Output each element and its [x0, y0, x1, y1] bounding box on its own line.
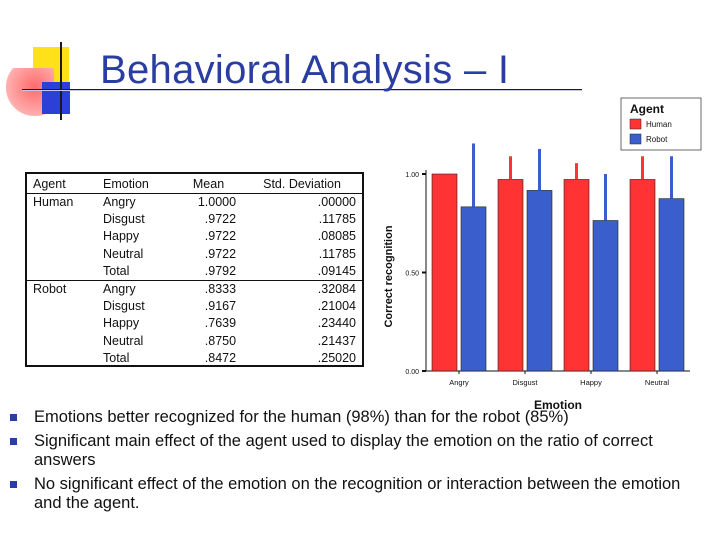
row-emotion: Angry: [97, 279, 175, 299]
row-emotion: Angry: [103, 195, 136, 210]
table-header-row: Agent Emotion Mean Std. Deviation: [27, 174, 362, 194]
bar-robot-neutral: [658, 198, 685, 372]
bar-robot-disgust: [526, 190, 553, 372]
decor-vertical-line: [60, 42, 62, 120]
row-sd: .21004: [317, 299, 356, 314]
recognition-bar-chart: 0.00 0.50 1.00 Angry Disgust Happy Neutral Emot…: [368, 96, 708, 414]
bullet-text: Significant main effect of the agent use…: [34, 432, 653, 469]
bar-human-happy: [563, 179, 590, 372]
table-row: Robot Angry .8333 .32084: [27, 279, 362, 299]
header-agent: Agent: [27, 174, 97, 194]
bullet-icon: [10, 414, 17, 421]
bullet-item: Emotions better recognized for the human…: [10, 408, 710, 427]
row-emotion: Disgust: [103, 212, 145, 227]
table-row: Disgust .9722 .11785: [27, 211, 362, 228]
header-mean: Mean: [175, 174, 243, 194]
y-tick-label: 0.50: [405, 271, 419, 278]
x-axis-label: Emotion: [534, 398, 582, 412]
table-row: Disgust .9167 .21004: [27, 298, 362, 315]
bullet-text: Emotions better recognized for the human…: [34, 408, 569, 426]
row-mean: .8472: [204, 350, 237, 365]
bar-robot-happy: [592, 220, 619, 372]
row-sd: .23440: [317, 316, 356, 331]
header-emotion: Emotion: [97, 174, 175, 194]
row-sd: .25020: [317, 350, 356, 365]
legend-label-robot: Robot: [646, 135, 668, 144]
row-emotion: Total: [103, 350, 130, 365]
row-mean: .8750: [204, 333, 237, 348]
bullet-icon: [10, 481, 17, 488]
row-sd: .11785: [318, 246, 356, 261]
table-row: Neutral .8750 .21437: [27, 333, 362, 350]
bar-human-angry: [431, 173, 458, 372]
row-mean: .9167: [204, 299, 237, 314]
row-mean: .9792: [204, 263, 237, 278]
y-tick-label: 0.00: [405, 369, 419, 376]
row-emotion: Neutral: [103, 246, 144, 261]
title-underline: [22, 89, 582, 90]
row-mean: .8333: [175, 279, 243, 299]
legend-swatch-robot: [629, 133, 642, 145]
legend-title: Agent: [630, 102, 664, 116]
row-mean: 1.0000: [197, 195, 237, 210]
decor-blue-square: [42, 82, 70, 114]
y-axis-label: Correct recognition: [383, 225, 395, 327]
row-emotion: Disgust: [103, 299, 145, 314]
stats-table-container: Agent Emotion Mean Std. Deviation Human …: [25, 172, 364, 367]
bullet-item: Significant main effect of the agent use…: [10, 432, 710, 470]
bullet-icon: [10, 438, 17, 445]
table-row: Happy .7639 .23440: [27, 315, 362, 332]
row-sd: .21437: [317, 333, 356, 348]
bar-robot-angry: [460, 206, 487, 372]
row-sd: .08085: [317, 229, 356, 244]
row-emotion: Happy: [103, 229, 140, 244]
stats-table: Agent Emotion Mean Std. Deviation Human …: [27, 174, 362, 367]
table-body: Human Angry 1.0000 .00000 Disgust .9722 …: [27, 194, 362, 367]
row-mean: .7639: [204, 316, 237, 331]
row-sd: .00000: [317, 195, 356, 210]
bullet-text: No significant effect of the emotion on …: [34, 475, 681, 512]
row-emotion: Happy: [103, 316, 140, 331]
chart-svg: 0.00 0.50 1.00 Angry Disgust Happy Neutral Emot…: [372, 97, 704, 412]
title-underline-shadow: [22, 90, 582, 91]
table-row: Neutral .9722 .11785: [27, 246, 362, 263]
table-row: Happy .9722 .08085: [27, 228, 362, 245]
row-mean: .9722: [204, 212, 237, 227]
legend-label-human: Human: [646, 120, 672, 129]
row-sd: .09145: [317, 263, 356, 278]
row-emotion: Total: [103, 263, 130, 278]
table-row: Human Angry 1.0000 .00000: [27, 194, 362, 212]
x-tick-label: Neutral: [645, 378, 670, 387]
x-tick-label: Disgust: [512, 378, 538, 387]
row-sd: .32084: [242, 279, 362, 299]
y-tick-label: 1.00: [405, 172, 419, 179]
row-sd: .11785: [318, 212, 356, 227]
bullet-list: Emotions better recognized for the human…: [10, 408, 710, 518]
table-row: Total .9792 .09145: [27, 263, 362, 281]
bar-human-neutral: [629, 179, 656, 372]
bullet-item: No significant effect of the emotion on …: [10, 475, 710, 513]
legend-swatch-human: [629, 118, 642, 130]
x-tick-label: Angry: [449, 378, 469, 387]
row-agent: Robot: [27, 279, 97, 299]
row-mean: .9722: [204, 246, 237, 261]
table-row: Total .8472 .25020: [27, 350, 362, 367]
slide-title: Behavioral Analysis – I: [100, 48, 510, 92]
row-emotion: Neutral: [103, 333, 144, 348]
header-std-deviation: Std. Deviation: [242, 174, 362, 194]
bar-human-disgust: [497, 179, 524, 372]
x-tick-label: Happy: [580, 378, 602, 387]
row-mean: .9722: [204, 229, 237, 244]
row-agent: Human: [33, 195, 74, 210]
